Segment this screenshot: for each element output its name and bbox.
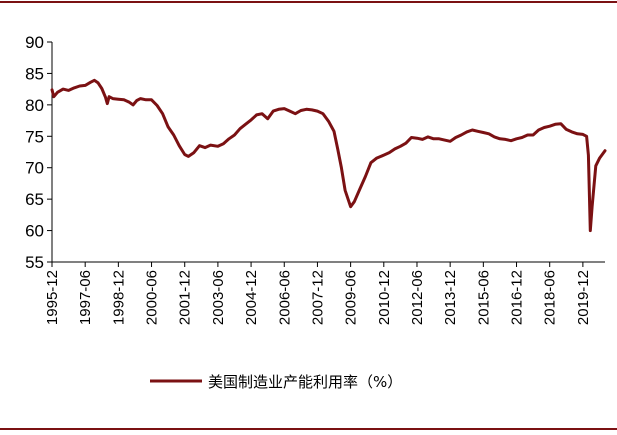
x-tick-label: 1995-12 bbox=[44, 270, 61, 325]
series-line bbox=[50, 78, 607, 233]
y-tick-label: 80 bbox=[25, 96, 44, 115]
y-axis: 55 60 65 70 75 80 85 90 bbox=[25, 33, 53, 272]
series-group bbox=[50, 78, 607, 233]
y-tick-label: 85 bbox=[25, 64, 44, 83]
y-tick-label: 65 bbox=[25, 190, 44, 209]
y-tick-label: 75 bbox=[25, 127, 44, 146]
x-tick-label: 2004-12 bbox=[243, 270, 260, 325]
y-tick-label: 55 bbox=[25, 253, 44, 272]
x-tick-label: 2019-12 bbox=[575, 270, 592, 325]
x-tick-label: 2010-12 bbox=[376, 270, 393, 325]
bottom-rule bbox=[0, 428, 617, 430]
x-tick-label: 1998-12 bbox=[110, 270, 127, 325]
x-tick-label: 2007-12 bbox=[309, 270, 326, 325]
x-axis: 1995-12 1997-06 1998-12 2000-06 2001-12 2003-… bbox=[44, 261, 605, 325]
top-rule bbox=[0, 1, 617, 3]
x-tick-label: 2015-06 bbox=[475, 270, 492, 325]
x-tick-label: 2009-06 bbox=[343, 270, 360, 325]
x-tick-label: 2001-12 bbox=[177, 270, 194, 325]
legend-label: 美国制造业产能利用率（%） bbox=[208, 373, 402, 391]
x-tick-label: 2016-12 bbox=[509, 270, 526, 325]
x-tick-label: 2013-12 bbox=[442, 270, 459, 325]
y-tick-label: 60 bbox=[25, 222, 44, 241]
legend: 美国制造业产能利用率（%） bbox=[150, 373, 402, 391]
x-tick-label: 2000-06 bbox=[144, 270, 161, 325]
x-tick-label: 2018-06 bbox=[542, 270, 559, 325]
y-tick-label: 90 bbox=[25, 33, 44, 52]
x-tick-label: 2006-06 bbox=[276, 270, 293, 325]
x-tick-label: 1997-06 bbox=[77, 270, 94, 325]
x-tick-label: 2012-06 bbox=[409, 270, 426, 325]
x-tick-label: 2003-06 bbox=[210, 270, 227, 325]
y-tick-label: 70 bbox=[25, 159, 44, 178]
